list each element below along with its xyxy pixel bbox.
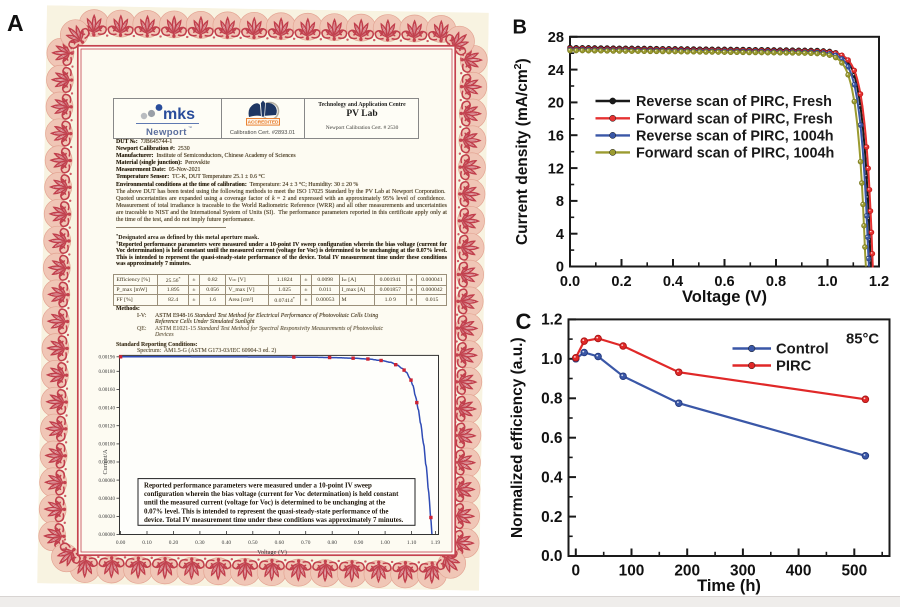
svg-text:configuration wherein the bias: configuration wherein the bias voltage (… bbox=[144, 491, 399, 498]
svg-text:Reported performance parameter: Reported performance parameters were mea… bbox=[144, 483, 372, 490]
svg-text:8: 8 bbox=[556, 194, 564, 210]
svg-text:0.8: 0.8 bbox=[766, 274, 786, 290]
svg-text:ACCREDITED: ACCREDITED bbox=[248, 119, 279, 124]
svg-text:0.40: 0.40 bbox=[222, 540, 232, 546]
svg-text:1.2: 1.2 bbox=[869, 274, 889, 290]
svg-text:Reverse scan of PIRC, 1004h: Reverse scan of PIRC, 1004h bbox=[636, 128, 834, 144]
svg-text:0.00196: 0.00196 bbox=[98, 355, 115, 361]
svg-text:PIRC: PIRC bbox=[776, 359, 812, 375]
svg-text:Control: Control bbox=[776, 342, 829, 358]
svg-text:1.10: 1.10 bbox=[407, 540, 417, 546]
svg-text:85°C: 85°C bbox=[846, 332, 879, 348]
svg-text:100: 100 bbox=[619, 563, 645, 580]
svg-text:300: 300 bbox=[730, 563, 756, 580]
svg-text:Forward scan of PIRC, 1004h: Forward scan of PIRC, 1004h bbox=[636, 145, 834, 161]
svg-text:1.2: 1.2 bbox=[541, 312, 562, 329]
svg-text:0.00000: 0.00000 bbox=[98, 532, 115, 538]
svg-text:0.00120: 0.00120 bbox=[98, 423, 115, 429]
svg-text:0.90: 0.90 bbox=[354, 540, 364, 546]
svg-text:0.00060: 0.00060 bbox=[98, 478, 115, 484]
svg-text:B: B bbox=[513, 16, 527, 38]
svg-text:until the measured current (vo: until the measured current (voltage for … bbox=[144, 500, 385, 507]
svg-text:Newport: Newport bbox=[146, 127, 187, 138]
svg-text:0.2: 0.2 bbox=[541, 509, 562, 526]
svg-text:0.0: 0.0 bbox=[560, 274, 580, 290]
svg-text:0.4: 0.4 bbox=[663, 274, 684, 290]
svg-text:0.00180: 0.00180 bbox=[98, 369, 115, 375]
svg-text:device. Total IV measurement t: device. Total IV measurement time under … bbox=[144, 517, 404, 524]
svg-text:Voltage (V): Voltage (V) bbox=[682, 288, 767, 306]
svg-text:0: 0 bbox=[556, 260, 564, 276]
svg-text:0.6: 0.6 bbox=[714, 274, 734, 290]
svg-text:0.10: 0.10 bbox=[142, 540, 152, 546]
svg-text:0.6: 0.6 bbox=[541, 430, 562, 447]
svg-text:1.00: 1.00 bbox=[380, 540, 390, 546]
svg-text:28: 28 bbox=[548, 30, 564, 46]
svg-text:0.2: 0.2 bbox=[611, 274, 631, 290]
svg-text:400: 400 bbox=[786, 563, 812, 580]
svg-text:0.0: 0.0 bbox=[541, 548, 562, 565]
svg-text:0.00080: 0.00080 bbox=[98, 460, 115, 466]
svg-text:1.0: 1.0 bbox=[817, 274, 837, 290]
svg-text:Reverse scan of PIRC, Fresh: Reverse scan of PIRC, Fresh bbox=[636, 94, 832, 110]
svg-text:12: 12 bbox=[548, 161, 564, 177]
svg-text:0.8: 0.8 bbox=[541, 391, 563, 408]
svg-text:0.00140: 0.00140 bbox=[98, 405, 115, 411]
svg-text:16: 16 bbox=[548, 128, 564, 144]
svg-text:Calibration Cert. #2893.01: Calibration Cert. #2893.01 bbox=[230, 130, 295, 136]
svg-text:Voltage (V): Voltage (V) bbox=[257, 549, 287, 556]
svg-text:Forward scan of PIRC, Fresh: Forward scan of PIRC, Fresh bbox=[636, 111, 833, 127]
svg-text:200: 200 bbox=[674, 563, 700, 580]
svg-text:0.50: 0.50 bbox=[248, 540, 258, 546]
svg-text:0.00040: 0.00040 bbox=[98, 496, 115, 502]
svg-text:1.0: 1.0 bbox=[541, 351, 562, 368]
svg-text:Current/A: Current/A bbox=[102, 449, 109, 475]
svg-text:™: ™ bbox=[188, 125, 192, 130]
svg-text:0.20: 0.20 bbox=[169, 540, 179, 546]
svg-text:24: 24 bbox=[548, 63, 565, 79]
svg-text:C: C bbox=[516, 310, 532, 334]
svg-text:20: 20 bbox=[548, 96, 564, 112]
svg-text:0.70: 0.70 bbox=[301, 540, 311, 546]
svg-text:500: 500 bbox=[841, 563, 867, 580]
svg-text:Current density (mA/cm2): Current density (mA/cm2) bbox=[512, 58, 531, 245]
svg-text:0: 0 bbox=[572, 563, 581, 580]
svg-text:Time (h): Time (h) bbox=[697, 577, 761, 595]
svg-text:0.60: 0.60 bbox=[275, 540, 285, 546]
svg-text:0.00100: 0.00100 bbox=[98, 442, 115, 448]
svg-text:1.19: 1.19 bbox=[431, 540, 441, 546]
svg-text:0.07% level. This is intended: 0.07% level. This is intended to represe… bbox=[144, 508, 388, 515]
svg-text:0.4: 0.4 bbox=[541, 469, 563, 486]
svg-text:4: 4 bbox=[556, 227, 565, 243]
svg-text:0.00160: 0.00160 bbox=[98, 387, 115, 393]
svg-text:0.00020: 0.00020 bbox=[98, 514, 115, 520]
svg-text:0.00: 0.00 bbox=[116, 540, 126, 546]
svg-text:Normalized efficiency (a.u.): Normalized efficiency (a.u.) bbox=[509, 337, 526, 538]
svg-text:0.30: 0.30 bbox=[195, 540, 205, 546]
svg-text:0.80: 0.80 bbox=[327, 540, 337, 546]
svg-text:mks: mks bbox=[163, 106, 195, 123]
